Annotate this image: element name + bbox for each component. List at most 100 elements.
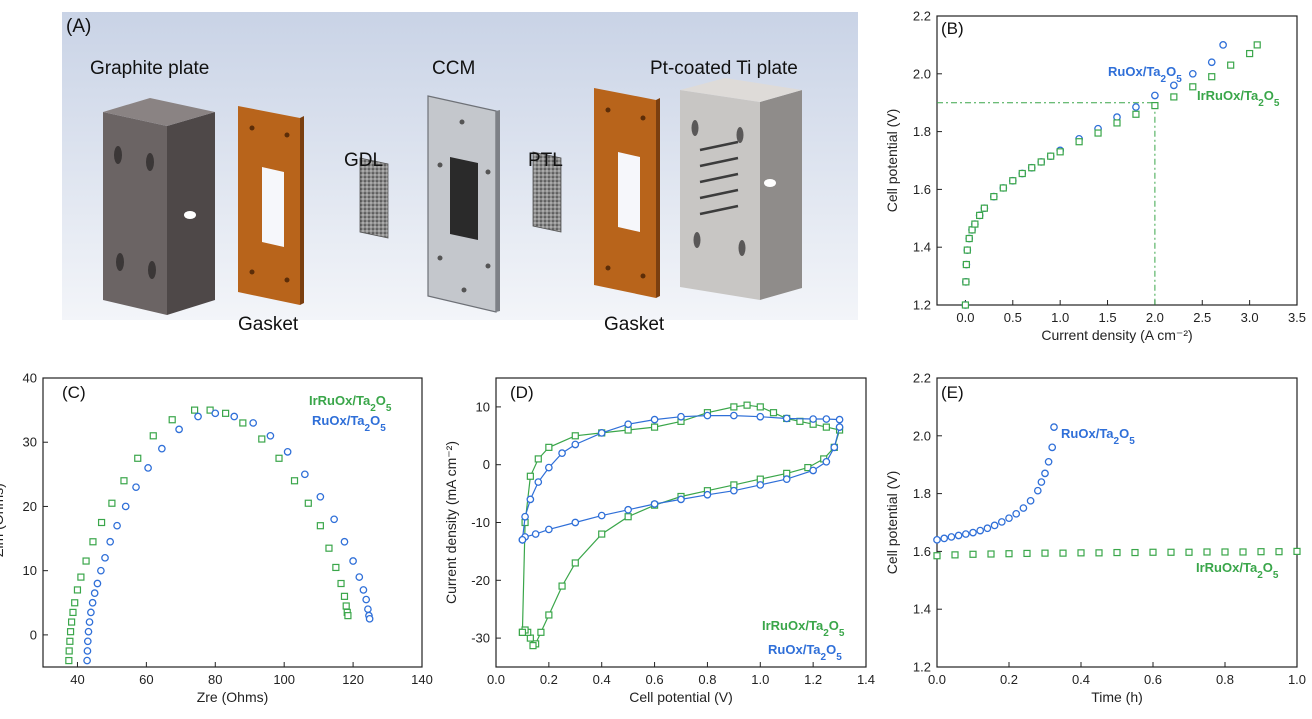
data-point — [1037, 158, 1045, 166]
data-point — [545, 443, 553, 451]
data-point — [1293, 547, 1301, 556]
y-tick-label: 10 — [23, 563, 37, 578]
data-point — [965, 234, 973, 243]
data-point — [1132, 110, 1140, 118]
data-point — [987, 550, 995, 558]
data-point — [962, 260, 970, 269]
data-point — [809, 466, 817, 475]
x-tick-label: 0.4 — [593, 672, 611, 687]
data-point — [571, 440, 580, 449]
data-point — [1019, 504, 1028, 512]
data-point — [73, 586, 82, 594]
data-point — [249, 419, 258, 427]
data-point — [97, 566, 105, 575]
data-point — [782, 414, 791, 423]
data-point — [677, 412, 685, 421]
series-name-label: RuOx/Ta2O5 — [312, 413, 386, 434]
x-tick-label: 3.5 — [1288, 310, 1306, 325]
panel-a-schematic: (A) Graphite plate Gasket GD — [62, 12, 858, 335]
y-tick-label: 1.6 — [913, 544, 931, 559]
data-point — [756, 412, 765, 421]
x-axis-label: Cell potential (V) — [629, 689, 733, 705]
data-point — [650, 423, 659, 431]
data-point — [301, 470, 309, 479]
data-point — [1275, 548, 1283, 556]
data-point — [534, 478, 543, 486]
y-axis-label: Cell potential (V) — [884, 471, 900, 575]
series-line — [521, 404, 841, 647]
data-point — [809, 415, 817, 423]
data-point — [571, 432, 579, 440]
data-point — [954, 531, 963, 540]
series-name-label: RuOx/Ta2O5 — [1108, 64, 1182, 85]
data-point — [990, 521, 999, 530]
data-point — [1012, 509, 1021, 518]
data-point — [1056, 148, 1064, 156]
panel-label: (E) — [941, 383, 964, 402]
data-point — [158, 444, 166, 453]
data-point — [113, 521, 121, 530]
x-tick-label: 0.0 — [928, 672, 946, 687]
data-point — [545, 611, 553, 619]
y-tick-label: 1.8 — [913, 486, 931, 501]
y-tick-label: 0 — [30, 627, 37, 642]
y-tick-label: 30 — [23, 435, 37, 450]
data-point — [89, 538, 97, 546]
data-point — [835, 423, 844, 431]
data-point — [1246, 49, 1254, 58]
series-irruox — [65, 406, 352, 665]
data-point — [703, 411, 712, 420]
data-point — [597, 429, 606, 437]
data-point — [337, 579, 345, 588]
data-point — [1037, 478, 1046, 486]
data-point — [529, 642, 537, 650]
x-tick-label: 80 — [208, 672, 222, 687]
data-point — [545, 463, 553, 472]
y-tick-label: 10 — [476, 399, 490, 414]
data-point — [69, 608, 77, 617]
ti-plate-drawing — [680, 78, 802, 300]
data-point — [769, 409, 778, 417]
data-point — [1005, 550, 1013, 558]
data-point — [149, 432, 157, 440]
series-irruox — [518, 401, 844, 650]
data-point — [191, 406, 199, 414]
data-point — [120, 477, 128, 485]
x-axis-label: Time (h) — [1091, 689, 1143, 705]
data-point — [325, 544, 333, 552]
x-tick-label: 0.5 — [1004, 310, 1022, 325]
data-point — [1041, 469, 1049, 478]
series-name-label: IrRuOx/Ta2O5 — [309, 393, 392, 414]
data-point — [258, 435, 266, 443]
plot-frame — [42, 377, 423, 668]
gasket-right-drawing — [594, 88, 660, 298]
data-point — [1095, 549, 1103, 557]
data-point — [211, 409, 220, 418]
data-point — [976, 526, 985, 535]
data-point — [1009, 177, 1017, 185]
data-point — [1059, 549, 1067, 557]
data-point — [222, 409, 230, 417]
data-point — [344, 612, 352, 620]
data-point — [290, 477, 299, 485]
x-tick-label: 2.0 — [1146, 310, 1164, 325]
data-point — [101, 553, 109, 562]
data-point — [730, 403, 738, 411]
data-point — [1167, 548, 1175, 556]
data-point — [537, 628, 545, 636]
data-point — [1170, 93, 1178, 101]
data-point — [947, 533, 956, 541]
data-point — [1131, 548, 1139, 557]
y-tick-label: 1.8 — [913, 124, 931, 139]
data-point — [650, 500, 659, 508]
ccm-drawing — [427, 95, 500, 313]
data-point — [534, 455, 542, 463]
chart-panel-b: 0.0 0.5 1.0 1.5 2.0 2.5 3.0 3.5 1.2 1.4 1.6 1.8 2.0 2… — [884, 9, 1306, 344]
data-point — [206, 406, 214, 414]
y-tick-label: 0 — [483, 457, 490, 472]
data-point — [526, 472, 534, 480]
data-point — [940, 534, 949, 543]
data-point — [90, 589, 99, 597]
data-point — [1026, 496, 1035, 505]
